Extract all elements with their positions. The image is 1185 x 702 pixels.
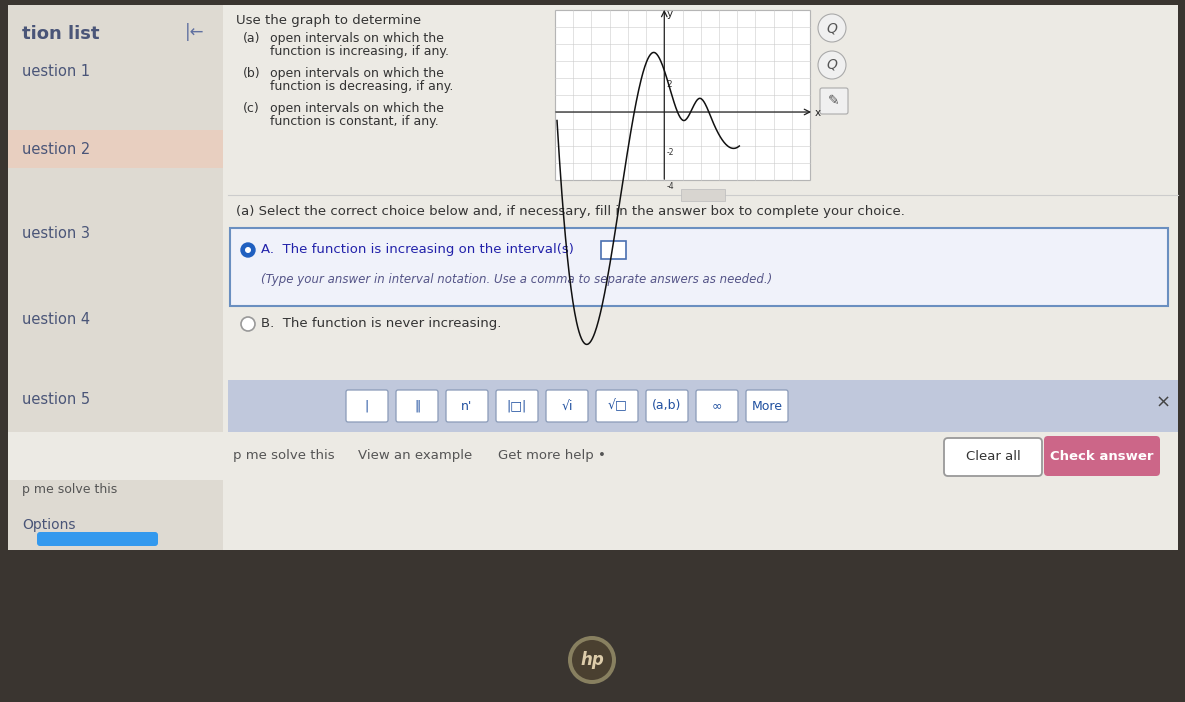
Circle shape bbox=[818, 51, 846, 79]
FancyBboxPatch shape bbox=[944, 438, 1042, 476]
Text: View an example: View an example bbox=[358, 449, 473, 463]
Text: y: y bbox=[666, 9, 672, 19]
Circle shape bbox=[818, 14, 846, 42]
FancyBboxPatch shape bbox=[747, 390, 788, 422]
Bar bbox=[681, 189, 725, 201]
Text: open intervals on which the: open intervals on which the bbox=[270, 67, 444, 80]
Text: x: x bbox=[815, 108, 821, 118]
Text: p me solve this: p me solve this bbox=[23, 483, 117, 496]
Text: Q: Q bbox=[827, 21, 838, 35]
Text: A.  The function is increasing on the interval(s): A. The function is increasing on the int… bbox=[261, 244, 574, 256]
Text: ✎: ✎ bbox=[828, 94, 840, 108]
Text: √i: √i bbox=[562, 399, 572, 413]
Text: tion list: tion list bbox=[23, 25, 100, 43]
Bar bbox=[555, 10, 811, 180]
Circle shape bbox=[241, 243, 255, 257]
Text: function is decreasing, if any.: function is decreasing, if any. bbox=[270, 80, 454, 93]
Text: uestion 4: uestion 4 bbox=[23, 312, 90, 326]
Text: Use the graph to determine: Use the graph to determine bbox=[236, 14, 421, 27]
FancyBboxPatch shape bbox=[696, 390, 738, 422]
Text: Q: Q bbox=[827, 58, 838, 72]
Text: Check answer: Check answer bbox=[1050, 449, 1154, 463]
Text: √□: √□ bbox=[607, 399, 627, 413]
Text: 2: 2 bbox=[666, 80, 672, 89]
FancyBboxPatch shape bbox=[446, 390, 488, 422]
Text: (a) Select the correct choice below and, if necessary, fill in the answer box to: (a) Select the correct choice below and,… bbox=[236, 205, 905, 218]
Text: |←: |← bbox=[185, 23, 205, 41]
Text: |□|: |□| bbox=[507, 399, 527, 413]
Text: (b): (b) bbox=[243, 67, 261, 80]
Text: More: More bbox=[751, 399, 782, 413]
Text: Get more help •: Get more help • bbox=[498, 449, 606, 463]
Bar bbox=[228, 380, 1178, 432]
Text: Options: Options bbox=[23, 518, 76, 532]
Text: uestion 5: uestion 5 bbox=[23, 392, 90, 406]
Text: uestion 1: uestion 1 bbox=[23, 65, 90, 79]
Text: function is constant, if any.: function is constant, if any. bbox=[270, 115, 438, 128]
Text: (Type your answer in interval notation. Use a comma to separate answers as neede: (Type your answer in interval notation. … bbox=[261, 273, 773, 286]
Text: -2: -2 bbox=[666, 148, 674, 157]
FancyBboxPatch shape bbox=[497, 390, 538, 422]
Text: ∞: ∞ bbox=[712, 399, 722, 413]
Circle shape bbox=[568, 636, 616, 684]
Text: ‖: ‖ bbox=[414, 399, 421, 413]
Bar bbox=[8, 130, 223, 168]
Text: uestion 2: uestion 2 bbox=[23, 142, 90, 157]
Text: B.  The function is never increasing.: B. The function is never increasing. bbox=[261, 317, 501, 331]
Text: uestion 3: uestion 3 bbox=[23, 227, 90, 241]
FancyBboxPatch shape bbox=[346, 390, 387, 422]
Bar bbox=[8, 432, 1178, 480]
Text: open intervals on which the: open intervals on which the bbox=[270, 102, 444, 115]
FancyBboxPatch shape bbox=[820, 88, 848, 114]
Circle shape bbox=[572, 640, 611, 680]
Circle shape bbox=[241, 317, 255, 331]
Text: p me solve this: p me solve this bbox=[233, 449, 334, 463]
Bar bbox=[8, 5, 223, 550]
Text: (c): (c) bbox=[243, 102, 260, 115]
FancyBboxPatch shape bbox=[37, 532, 158, 546]
FancyBboxPatch shape bbox=[646, 390, 688, 422]
Bar bbox=[601, 241, 626, 259]
Circle shape bbox=[245, 247, 251, 253]
Bar bbox=[230, 228, 1168, 306]
Text: open intervals on which the: open intervals on which the bbox=[270, 32, 444, 45]
FancyBboxPatch shape bbox=[396, 390, 438, 422]
FancyBboxPatch shape bbox=[596, 390, 638, 422]
FancyBboxPatch shape bbox=[546, 390, 588, 422]
Text: (a): (a) bbox=[243, 32, 261, 45]
Text: |: | bbox=[365, 399, 369, 413]
Text: n': n' bbox=[461, 399, 473, 413]
Text: function is increasing, if any.: function is increasing, if any. bbox=[270, 45, 449, 58]
Text: ×: × bbox=[1155, 394, 1171, 412]
Text: -4: -4 bbox=[666, 182, 674, 191]
Text: (a,b): (a,b) bbox=[652, 399, 681, 413]
Bar bbox=[8, 5, 1178, 550]
Text: Clear all: Clear all bbox=[966, 451, 1020, 463]
FancyBboxPatch shape bbox=[1044, 436, 1160, 476]
Text: hp: hp bbox=[581, 651, 604, 669]
